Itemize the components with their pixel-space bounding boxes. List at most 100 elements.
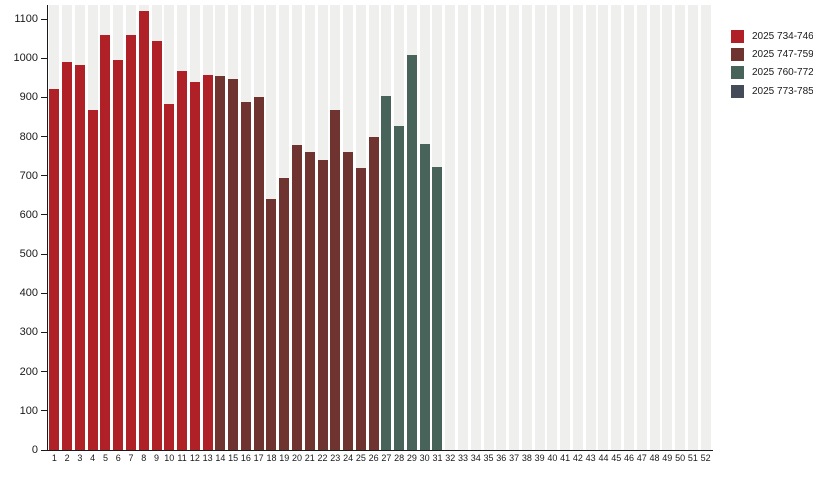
bar-week-17[interactable] xyxy=(253,96,264,450)
bar-week-7[interactable] xyxy=(126,35,136,450)
x-tick-label: 28 xyxy=(394,453,405,463)
x-tick-label: 51 xyxy=(687,453,698,463)
bar-week-27[interactable] xyxy=(381,95,392,450)
legend-label: 2025 734-746 xyxy=(752,30,813,42)
bar-week-25[interactable] xyxy=(355,168,366,450)
bar-week-26[interactable] xyxy=(368,137,379,450)
column-stripe xyxy=(458,5,468,450)
x-tick-label: 3 xyxy=(77,453,83,463)
bar-week-6[interactable] xyxy=(113,60,124,450)
bar-week-2[interactable] xyxy=(62,61,73,450)
x-tick-label: 24 xyxy=(343,453,354,463)
x-tick-label: 4 xyxy=(90,453,96,463)
bar-week-4[interactable] xyxy=(87,110,98,450)
y-tick-mark xyxy=(41,292,47,294)
x-tick-label: 9 xyxy=(154,453,160,463)
bar-week-1[interactable] xyxy=(49,89,60,450)
x-tick-label: 46 xyxy=(623,453,634,463)
x-tick-label: 39 xyxy=(534,453,545,463)
y-tick-label: 800 xyxy=(19,130,38,143)
bar-week-29[interactable] xyxy=(406,54,417,450)
column-stripe xyxy=(585,5,596,450)
bar-week-5[interactable] xyxy=(100,35,111,450)
legend-label: 2025 773-785 xyxy=(752,85,813,97)
x-tick-label: 26 xyxy=(368,453,379,463)
column-stripe xyxy=(700,5,711,450)
bar-week-13[interactable] xyxy=(202,74,213,450)
x-tick-label: 29 xyxy=(406,453,417,463)
bar-week-18[interactable] xyxy=(266,199,277,450)
y-tick-label: 200 xyxy=(19,365,38,378)
legend-swatch xyxy=(731,29,744,43)
bar-week-15[interactable] xyxy=(228,79,239,450)
bar-week-28[interactable] xyxy=(394,125,405,450)
bar-week-31[interactable] xyxy=(432,166,443,450)
bar-week-21[interactable] xyxy=(304,152,315,450)
bar-week-16[interactable] xyxy=(240,102,251,450)
bar-week-10[interactable] xyxy=(164,104,175,450)
x-tick-label: 17 xyxy=(253,453,264,463)
column-stripe xyxy=(521,5,532,450)
y-tick-label: 900 xyxy=(19,91,38,104)
x-tick-label: 41 xyxy=(560,453,571,463)
bar-week-8[interactable] xyxy=(138,10,149,450)
x-tick-label: 40 xyxy=(547,453,558,463)
y-tick-label: 100 xyxy=(19,404,38,417)
column-stripe xyxy=(547,5,558,450)
x-tick-label: 42 xyxy=(572,453,583,463)
legend-swatch xyxy=(731,66,744,80)
x-tick-label: 14 xyxy=(215,453,226,463)
bar-week-23[interactable] xyxy=(330,110,341,450)
column-stripe xyxy=(687,5,698,450)
y-tick-mark xyxy=(41,136,47,138)
x-tick-label: 47 xyxy=(636,453,647,463)
column-stripe xyxy=(662,5,673,450)
x-axis-line xyxy=(47,450,713,451)
y-tick-label: 0 xyxy=(31,444,38,456)
x-tick-label: 23 xyxy=(330,453,341,463)
bar-week-11[interactable] xyxy=(177,70,188,450)
bar-week-20[interactable] xyxy=(292,145,302,450)
plot-area xyxy=(48,5,712,450)
bar-week-9[interactable] xyxy=(151,40,162,450)
y-tick-label: 600 xyxy=(19,208,38,221)
bar-week-3[interactable] xyxy=(74,64,85,450)
legend-item-4[interactable]: 2025 773-785 xyxy=(731,82,813,100)
x-tick-label: 52 xyxy=(700,453,711,463)
y-tick-mark xyxy=(41,331,47,333)
y-tick-mark xyxy=(41,57,47,59)
y-tick-mark xyxy=(41,410,47,412)
x-tick-label: 5 xyxy=(102,453,108,463)
x-tick-label: 16 xyxy=(240,453,251,463)
y-tick-mark xyxy=(41,449,47,451)
x-tick-label: 22 xyxy=(317,453,328,463)
x-tick-label: 38 xyxy=(521,453,532,463)
x-tick-label: 49 xyxy=(662,453,673,463)
y-tick-mark xyxy=(41,96,47,98)
bar-week-24[interactable] xyxy=(343,151,354,450)
legend-swatch xyxy=(731,84,744,98)
legend-swatch xyxy=(731,47,744,61)
y-tick-mark xyxy=(41,18,47,20)
x-tick-label: 30 xyxy=(419,453,430,463)
x-tick-label: 32 xyxy=(445,453,456,463)
bar-week-14[interactable] xyxy=(215,76,226,450)
bar-week-19[interactable] xyxy=(279,178,290,450)
x-tick-label: 44 xyxy=(598,453,609,463)
column-stripe xyxy=(572,5,583,450)
x-tick-label: 45 xyxy=(611,453,622,463)
column-stripe xyxy=(675,5,686,450)
x-tick-label: 34 xyxy=(470,453,481,463)
legend: 2025 734-746 2025 747-759 2025 760-772 2025… xyxy=(731,27,813,100)
bar-week-30[interactable] xyxy=(419,144,430,450)
bar-week-12[interactable] xyxy=(189,82,200,450)
column-stripe xyxy=(611,5,622,450)
legend-item-2[interactable]: 2025 747-759 xyxy=(731,45,813,63)
x-tick-label: 36 xyxy=(496,453,507,463)
x-tick-label: 1 xyxy=(51,453,57,463)
x-tick-label: 15 xyxy=(228,453,239,463)
legend-item-3[interactable]: 2025 760-772 xyxy=(731,64,813,82)
column-stripe xyxy=(624,5,634,450)
legend-item-1[interactable]: 2025 734-746 xyxy=(731,27,813,45)
bar-week-22[interactable] xyxy=(317,159,328,450)
